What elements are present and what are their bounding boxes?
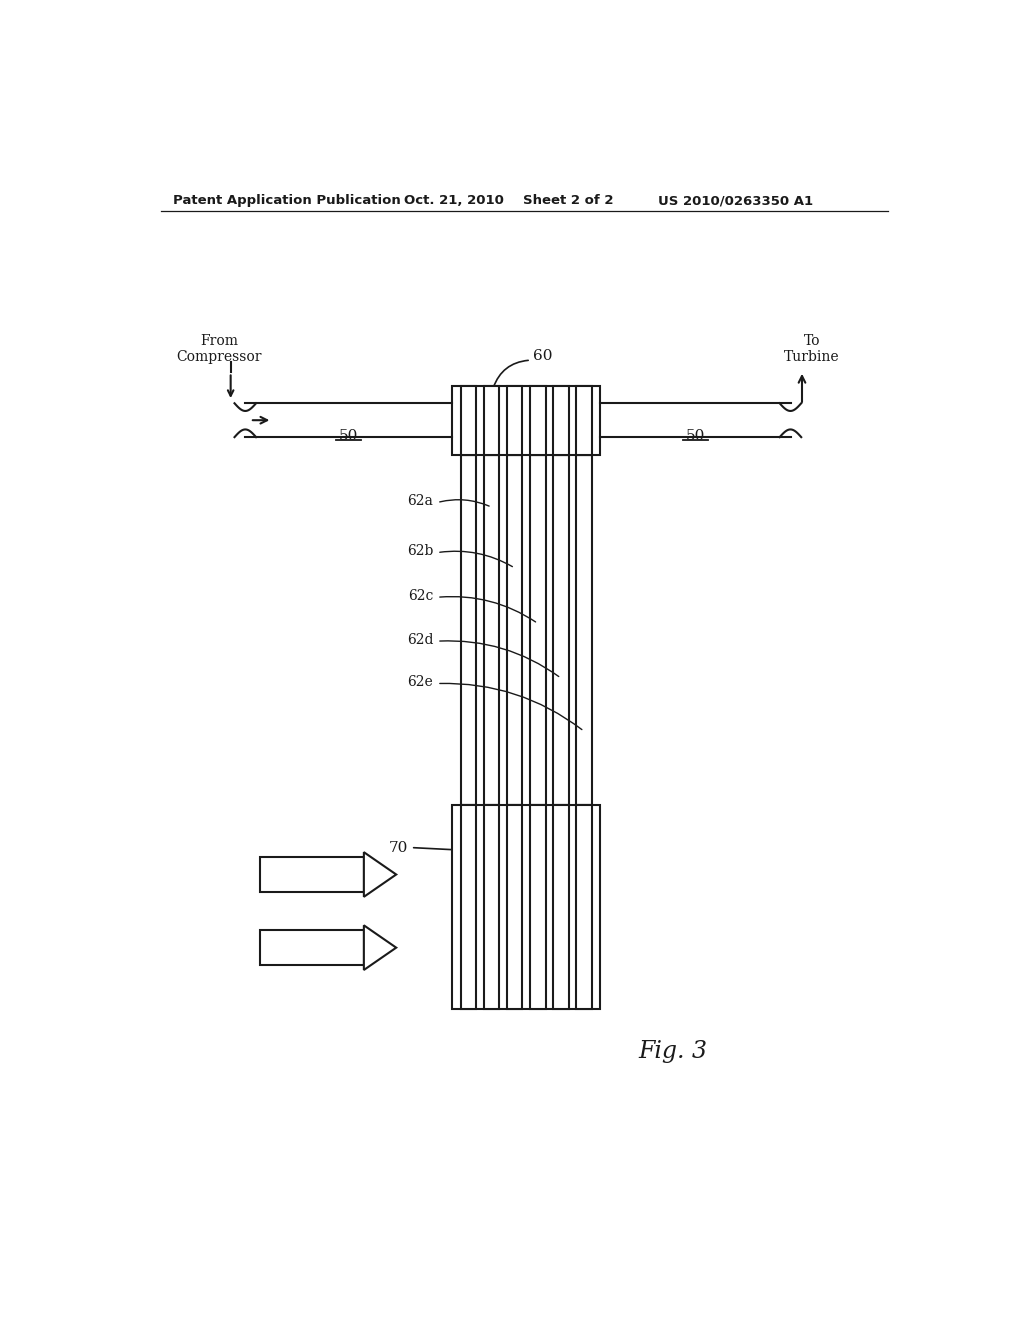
Text: Oct. 21, 2010: Oct. 21, 2010 [403,194,504,207]
Bar [577,805,592,1010]
Text: 62a: 62a [408,494,433,508]
Text: 62c: 62c [408,589,433,603]
Text: 60: 60 [532,350,552,363]
Text: Sheet 2 of 2: Sheet 2 of 2 [523,194,613,207]
Text: Fig. 3: Fig. 3 [639,1040,708,1063]
Bar [461,385,476,455]
Bar [453,385,600,455]
Bar [553,805,568,1010]
Bar [260,931,364,965]
Text: 50: 50 [339,429,358,444]
Bar [484,385,500,455]
Bar [530,455,546,805]
Polygon shape [364,925,396,970]
Bar [507,805,522,1010]
Bar [577,455,592,805]
Bar [530,805,546,1010]
Bar [577,385,592,455]
Bar [260,857,364,892]
Text: 62d: 62d [407,632,433,647]
Text: 70: 70 [388,841,408,854]
Text: Cooling Medium: Cooling Medium [259,941,365,954]
Text: 50: 50 [686,429,706,444]
Text: 62e: 62e [408,675,433,689]
Bar [507,455,522,805]
Bar [461,805,476,1010]
Bar [530,385,546,455]
Text: 62b: 62b [407,544,433,558]
Text: Patent Application Publication: Patent Application Publication [173,194,400,207]
Bar [553,385,568,455]
Text: To
Turbine: To Turbine [784,334,840,364]
Bar [553,455,568,805]
Bar [453,805,600,1010]
Polygon shape [364,853,396,896]
Bar [484,805,500,1010]
Text: From
Compressor: From Compressor [176,334,262,364]
Text: US 2010/0263350 A1: US 2010/0263350 A1 [658,194,813,207]
Bar [461,455,476,805]
Bar [507,385,522,455]
Text: Cooling Medium: Cooling Medium [259,869,365,880]
Bar [484,455,500,805]
